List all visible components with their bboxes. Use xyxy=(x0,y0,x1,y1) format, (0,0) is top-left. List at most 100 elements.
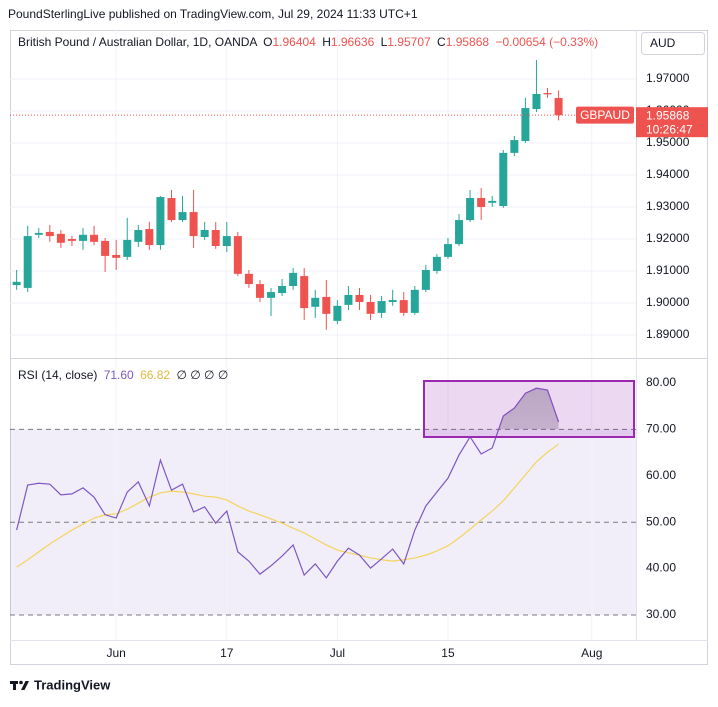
candle-body xyxy=(421,270,430,290)
price-tag-label: 1.95868 xyxy=(646,108,690,122)
candle-body xyxy=(521,108,530,142)
candle-body xyxy=(45,231,54,237)
candle-body xyxy=(78,234,87,241)
candle-body xyxy=(554,98,563,116)
candle-body xyxy=(300,276,309,309)
brand: TradingView xyxy=(10,677,111,692)
legend-value: 1.95868 xyxy=(446,35,490,49)
overbought-fill xyxy=(498,388,559,430)
candle-body xyxy=(12,281,21,286)
logo-part xyxy=(13,681,16,690)
rsi-band xyxy=(10,429,636,615)
symbol-tag xyxy=(576,106,634,124)
candle-body xyxy=(222,236,231,246)
brand-label: TradingView xyxy=(34,677,111,692)
candle-body xyxy=(344,294,353,305)
candle-body xyxy=(200,230,209,238)
candle-body xyxy=(178,212,187,221)
countdown-label: 10:26:47 xyxy=(646,122,693,136)
candle-body xyxy=(366,302,375,314)
legend-value: 1.95707 xyxy=(387,35,431,49)
rsi-extra: ∅ ∅ ∅ ∅ xyxy=(176,368,228,382)
candle-body xyxy=(34,232,43,235)
price-tag xyxy=(636,107,708,138)
currency-label[interactable]: AUD xyxy=(650,36,676,50)
y-tick-label: 1.92000 xyxy=(646,231,690,245)
y-tick-label: 60.00 xyxy=(646,468,676,482)
change-value: −0.00654 (−0.33%) xyxy=(495,35,598,49)
background-layer xyxy=(10,388,636,615)
candle-body xyxy=(377,301,386,313)
published-note: PoundSterlingLive published on TradingVi… xyxy=(8,7,418,21)
candle-body xyxy=(189,212,198,237)
candle-body xyxy=(399,300,408,313)
y-tick-label: 1.90000 xyxy=(646,295,690,309)
candle-body xyxy=(56,233,65,243)
legend-value: 1.96636 xyxy=(331,35,375,49)
rsi-value: 71.60 xyxy=(104,368,134,382)
x-tick-label: Aug xyxy=(581,646,602,660)
candle-body xyxy=(233,236,242,274)
candle-body xyxy=(322,296,331,314)
rsi-legend: RSI (14, close) 71.60 66.82 ∅ ∅ ∅ ∅ xyxy=(18,368,228,382)
x-tick-label: Jun xyxy=(106,646,125,660)
price-legend: British Pound / Australian Dollar, 1D, O… xyxy=(18,35,598,49)
candle-body xyxy=(134,230,143,242)
candle-body xyxy=(101,240,110,256)
annotation-box xyxy=(423,380,635,438)
candle-body xyxy=(543,93,552,95)
candle-body xyxy=(311,297,320,307)
candle-body xyxy=(410,289,419,313)
candle-body xyxy=(23,236,32,288)
candle-body xyxy=(67,238,76,241)
y-tick-label: 1.94000 xyxy=(646,167,690,181)
candle-body xyxy=(488,200,497,203)
last-price-tag: GBPAUD 1.95868 10:26:47 xyxy=(576,106,708,138)
candle-body xyxy=(443,244,452,257)
y-tick-label: 50.00 xyxy=(646,514,676,528)
x-tick-label: Jul xyxy=(330,646,345,660)
candle-body xyxy=(532,94,541,110)
candle-body xyxy=(278,286,287,294)
candle-body xyxy=(477,198,486,207)
rsi-ma-line xyxy=(16,443,559,568)
candle-body xyxy=(267,292,276,298)
currency-button[interactable]: AUD xyxy=(641,32,705,55)
x-tick-label: 17 xyxy=(220,646,234,660)
labels-layer: Jun 17 Jul 15 Aug 1.89000 1.90000 1.91000 1.9200… xyxy=(106,71,689,660)
candle-body xyxy=(432,256,441,271)
candle-body xyxy=(355,294,364,302)
candle-body xyxy=(156,197,165,246)
y-tick-label: 40.00 xyxy=(646,561,676,575)
candle-body xyxy=(244,273,253,285)
legend-label: L xyxy=(381,35,388,49)
candle-body xyxy=(112,254,121,258)
logo-part xyxy=(21,681,29,690)
y-tick-label: 1.97000 xyxy=(646,71,690,85)
candle-body xyxy=(466,198,475,221)
legend-value: 1.96404 xyxy=(272,35,316,49)
y-tick-label: 30.00 xyxy=(646,607,676,621)
x-tick-label: 15 xyxy=(441,646,455,660)
candle-body xyxy=(499,152,508,206)
y-tick-label: 1.91000 xyxy=(646,263,690,277)
candle-body xyxy=(211,230,220,246)
rsi-title: RSI (14, close) xyxy=(18,368,97,382)
legend-label: O xyxy=(263,35,272,49)
logo-part xyxy=(19,680,23,685)
legend-label: H xyxy=(322,35,331,49)
symbol-title: British Pound / Australian Dollar, 1D, O… xyxy=(18,35,257,49)
y-tick-label: 70.00 xyxy=(646,422,676,436)
currency-box[interactable] xyxy=(641,32,705,55)
y-tick-label: 1.95000 xyxy=(646,135,690,149)
candle-body xyxy=(388,300,397,302)
candle-body xyxy=(255,284,264,298)
y-tick-label: 1.89000 xyxy=(646,327,690,341)
candle-body xyxy=(455,220,464,245)
legend-label: C xyxy=(437,35,446,49)
candle-body xyxy=(123,239,132,257)
candle-body xyxy=(90,234,99,242)
candle-body xyxy=(145,229,154,246)
